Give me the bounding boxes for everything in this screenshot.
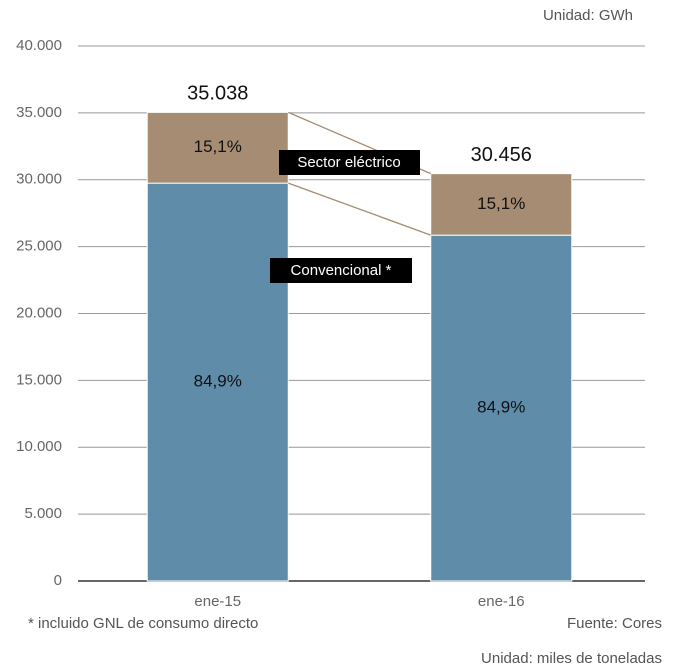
segment-label: 15,1% [194,137,242,156]
source: Fuente: Cores [567,615,662,632]
y-tick-label: 15.000 [16,371,62,388]
annotation-box [279,150,420,175]
bar-segment [146,182,289,582]
footnote: * incluido GNL de consumo directo [28,615,258,632]
y-tick-label: 25.000 [16,238,62,255]
x-tick-label: ene-16 [478,593,525,610]
total-label: 30.456 [471,144,532,166]
segment-label: 84,9% [477,398,525,417]
segment-label: 15,1% [477,194,525,213]
y-tick-label: 10.000 [16,438,62,455]
plot: 0 5.000 10.000 15.000 20.000 25.000 30.000 35.0… [16,37,645,610]
annotation-box [270,258,412,283]
bar-segment [146,111,289,184]
y-tick-label: 35.000 [16,104,62,121]
y-tick-label: 0 [54,572,62,589]
segment-label: 84,9% [194,372,242,391]
y-tick-label: 20.000 [16,304,62,321]
y-tick-label: 30.000 [16,171,62,188]
connector [288,182,431,236]
bar-segment [430,173,573,236]
legend-label: Convencional * [291,262,392,279]
unit-label: Unidad: GWh [543,7,633,24]
bar-segment [430,234,573,582]
unit-label: Unidad: miles de toneladas [481,650,662,667]
total-label: 35.038 [187,83,248,105]
y-tick-label: 5.000 [24,505,62,522]
x-tick-label: ene-15 [194,593,241,610]
y-tick-label: 40.000 [16,37,62,54]
legend-label: Sector eléctrico [297,154,400,171]
